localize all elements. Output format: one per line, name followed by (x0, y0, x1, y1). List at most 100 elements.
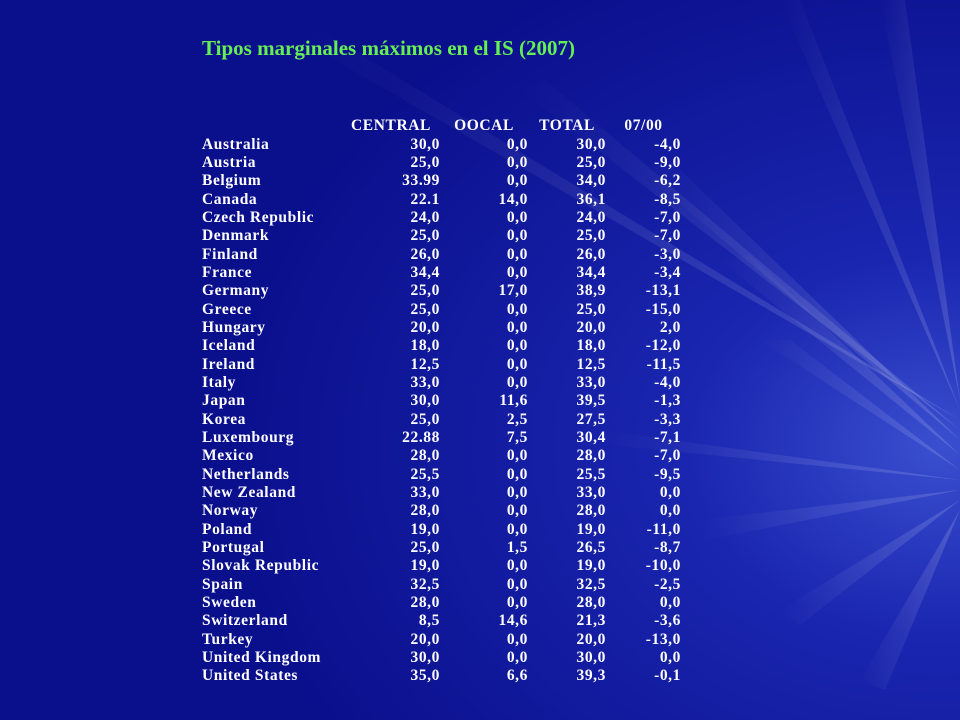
oocal-rate-cell: 0,0 (506, 484, 528, 502)
central-rate-cell: 8,5 (418, 612, 440, 630)
table-row: Korea 25,0 2,5 27,5 -3,3 (198, 411, 681, 429)
oocal-rate-cell: 0,0 (506, 373, 528, 391)
total-rate-cell: 27,5 (576, 410, 606, 428)
total-rate-cell: 25,0 (576, 300, 606, 318)
total-rate-cell: 20,0 (576, 318, 606, 336)
country-cell: Korea (202, 410, 247, 428)
total-rate-cell: 25,5 (576, 465, 606, 483)
background-rays (300, 0, 960, 690)
oocal-rate-cell: 0,0 (506, 318, 528, 336)
central-rate-cell: 24,0 (410, 208, 440, 226)
total-rate-cell: 21,3 (576, 612, 606, 630)
central-rate-cell: 33,0 (410, 373, 440, 391)
country-cell: Belgium (202, 172, 262, 190)
central-rate-cell: 30,0 (410, 135, 440, 153)
country-cell: Japan (202, 392, 246, 410)
table-row: Switzerland 8,5 14,6 21,3 -3,6 (198, 612, 681, 630)
table-row: Japan 30,0 11,6 39,5 -1,3 (198, 392, 681, 410)
country-cell: Norway (202, 502, 259, 520)
country-cell: United States (202, 667, 299, 685)
oocal-rate-cell: 0,0 (506, 594, 528, 612)
central-rate-cell: 18,0 (410, 337, 440, 355)
total-rate-cell: 28,0 (576, 502, 606, 520)
country-cell: Sweden (202, 594, 257, 612)
table-row: Spain 32,5 0,0 32,5 -2,5 (198, 576, 681, 594)
central-rate-cell: 34,4 (410, 263, 440, 281)
change-cell: -10,0 (645, 557, 681, 575)
header-oocal: OOCAL (454, 117, 514, 135)
country-cell: Luxembourg (202, 429, 295, 447)
oocal-rate-cell: 0,0 (506, 245, 528, 263)
oocal-rate-cell: 0,0 (506, 263, 528, 281)
change-cell: -3,6 (654, 612, 681, 630)
change-cell: -3,4 (654, 263, 681, 281)
change-cell: 0,0 (659, 649, 681, 667)
table-row: Australia 30,0 0,0 30,0 -4,0 (198, 135, 681, 153)
table-row: Sweden 28,0 0,0 28,0 0,0 (198, 594, 681, 612)
table-row: Luxembourg 22.88 7,5 30,4 -7,1 (198, 429, 681, 447)
table-row: Poland 19,0 0,0 19,0 -11,0 (198, 521, 681, 539)
change-cell: -3,0 (654, 245, 681, 263)
change-cell: -7,0 (654, 447, 681, 465)
oocal-rate-cell: 0,0 (506, 649, 528, 667)
central-rate-cell: 22.88 (402, 429, 440, 447)
total-rate-cell: 36,1 (576, 190, 606, 208)
change-cell: -15,0 (645, 300, 681, 318)
central-rate-cell: 33,0 (410, 484, 440, 502)
total-rate-cell: 28,0 (576, 594, 606, 612)
oocal-rate-cell: 0,0 (506, 630, 528, 648)
change-cell: -0,1 (654, 667, 681, 685)
total-rate-cell: 39,3 (576, 667, 606, 685)
country-cell: Czech Republic (202, 208, 315, 226)
country-cell: Greece (202, 300, 252, 318)
country-cell: Iceland (202, 337, 256, 355)
table-row: Canada 22.1 14,0 36,1 -8,5 (198, 190, 681, 208)
oocal-rate-cell: 0,0 (506, 153, 528, 171)
table-row: Ireland 12,5 0,0 12,5 -11,5 (198, 355, 681, 373)
country-cell: Spain (202, 575, 243, 593)
central-rate-cell: 25,0 (410, 539, 440, 557)
country-cell: Switzerland (202, 612, 288, 630)
central-rate-cell: 28,0 (410, 447, 440, 465)
change-cell: -4,0 (654, 135, 681, 153)
country-cell: Mexico (202, 447, 254, 465)
total-rate-cell: 34,4 (576, 263, 606, 281)
country-cell: Portugal (202, 539, 265, 557)
change-cell: -11,0 (646, 520, 681, 538)
table-row: Germany 25,0 17,0 38,9 -13,1 (198, 282, 681, 300)
table-row: Turkey 20,0 0,0 20,0 -13,0 (198, 631, 681, 649)
country-cell: Finland (202, 245, 258, 263)
table-row: Hungary 20,0 0,0 20,0 2,0 (198, 319, 681, 337)
change-cell: 2,0 (659, 318, 681, 336)
total-rate-cell: 19,0 (576, 557, 606, 575)
change-cell: -12,0 (645, 337, 681, 355)
oocal-rate-cell: 0,0 (506, 502, 528, 520)
total-rate-cell: 20,0 (576, 630, 606, 648)
country-cell: Canada (202, 190, 258, 208)
change-cell: 0,0 (659, 502, 681, 520)
table-header-row: CENTRAL OOCAL TOTAL 07/00 (198, 117, 681, 135)
oocal-rate-cell: 0,0 (506, 337, 528, 355)
oocal-rate-cell: 14,6 (498, 612, 528, 630)
change-cell: -11,5 (646, 355, 681, 373)
total-rate-cell: 24,0 (576, 208, 606, 226)
oocal-rate-cell: 14,0 (498, 190, 528, 208)
table-row: Netherlands 25,5 0,0 25,5 -9,5 (198, 466, 681, 484)
total-rate-cell: 25,0 (576, 153, 606, 171)
total-rate-cell: 33,0 (576, 484, 606, 502)
total-rate-cell: 30,0 (576, 649, 606, 667)
table-row: France 34,4 0,0 34,4 -3,4 (198, 264, 681, 282)
change-cell: -8,7 (654, 539, 681, 557)
table-row: Iceland 18,0 0,0 18,0 -12,0 (198, 337, 681, 355)
country-cell: Slovak Republic (202, 557, 320, 575)
table-row: Italy 33,0 0,0 33,0 -4,0 (198, 374, 681, 392)
change-cell: -7,0 (654, 227, 681, 245)
table-row: Norway 28,0 0,0 28,0 0,0 (198, 502, 681, 520)
total-rate-cell: 34,0 (576, 172, 606, 190)
oocal-rate-cell: 0,0 (506, 557, 528, 575)
total-rate-cell: 30,0 (576, 135, 606, 153)
change-cell: -3,3 (654, 410, 681, 428)
country-cell: Italy (202, 373, 236, 391)
table-row: Czech Republic 24,0 0,0 24,0 -7,0 (198, 209, 681, 227)
central-rate-cell: 25,5 (410, 465, 440, 483)
